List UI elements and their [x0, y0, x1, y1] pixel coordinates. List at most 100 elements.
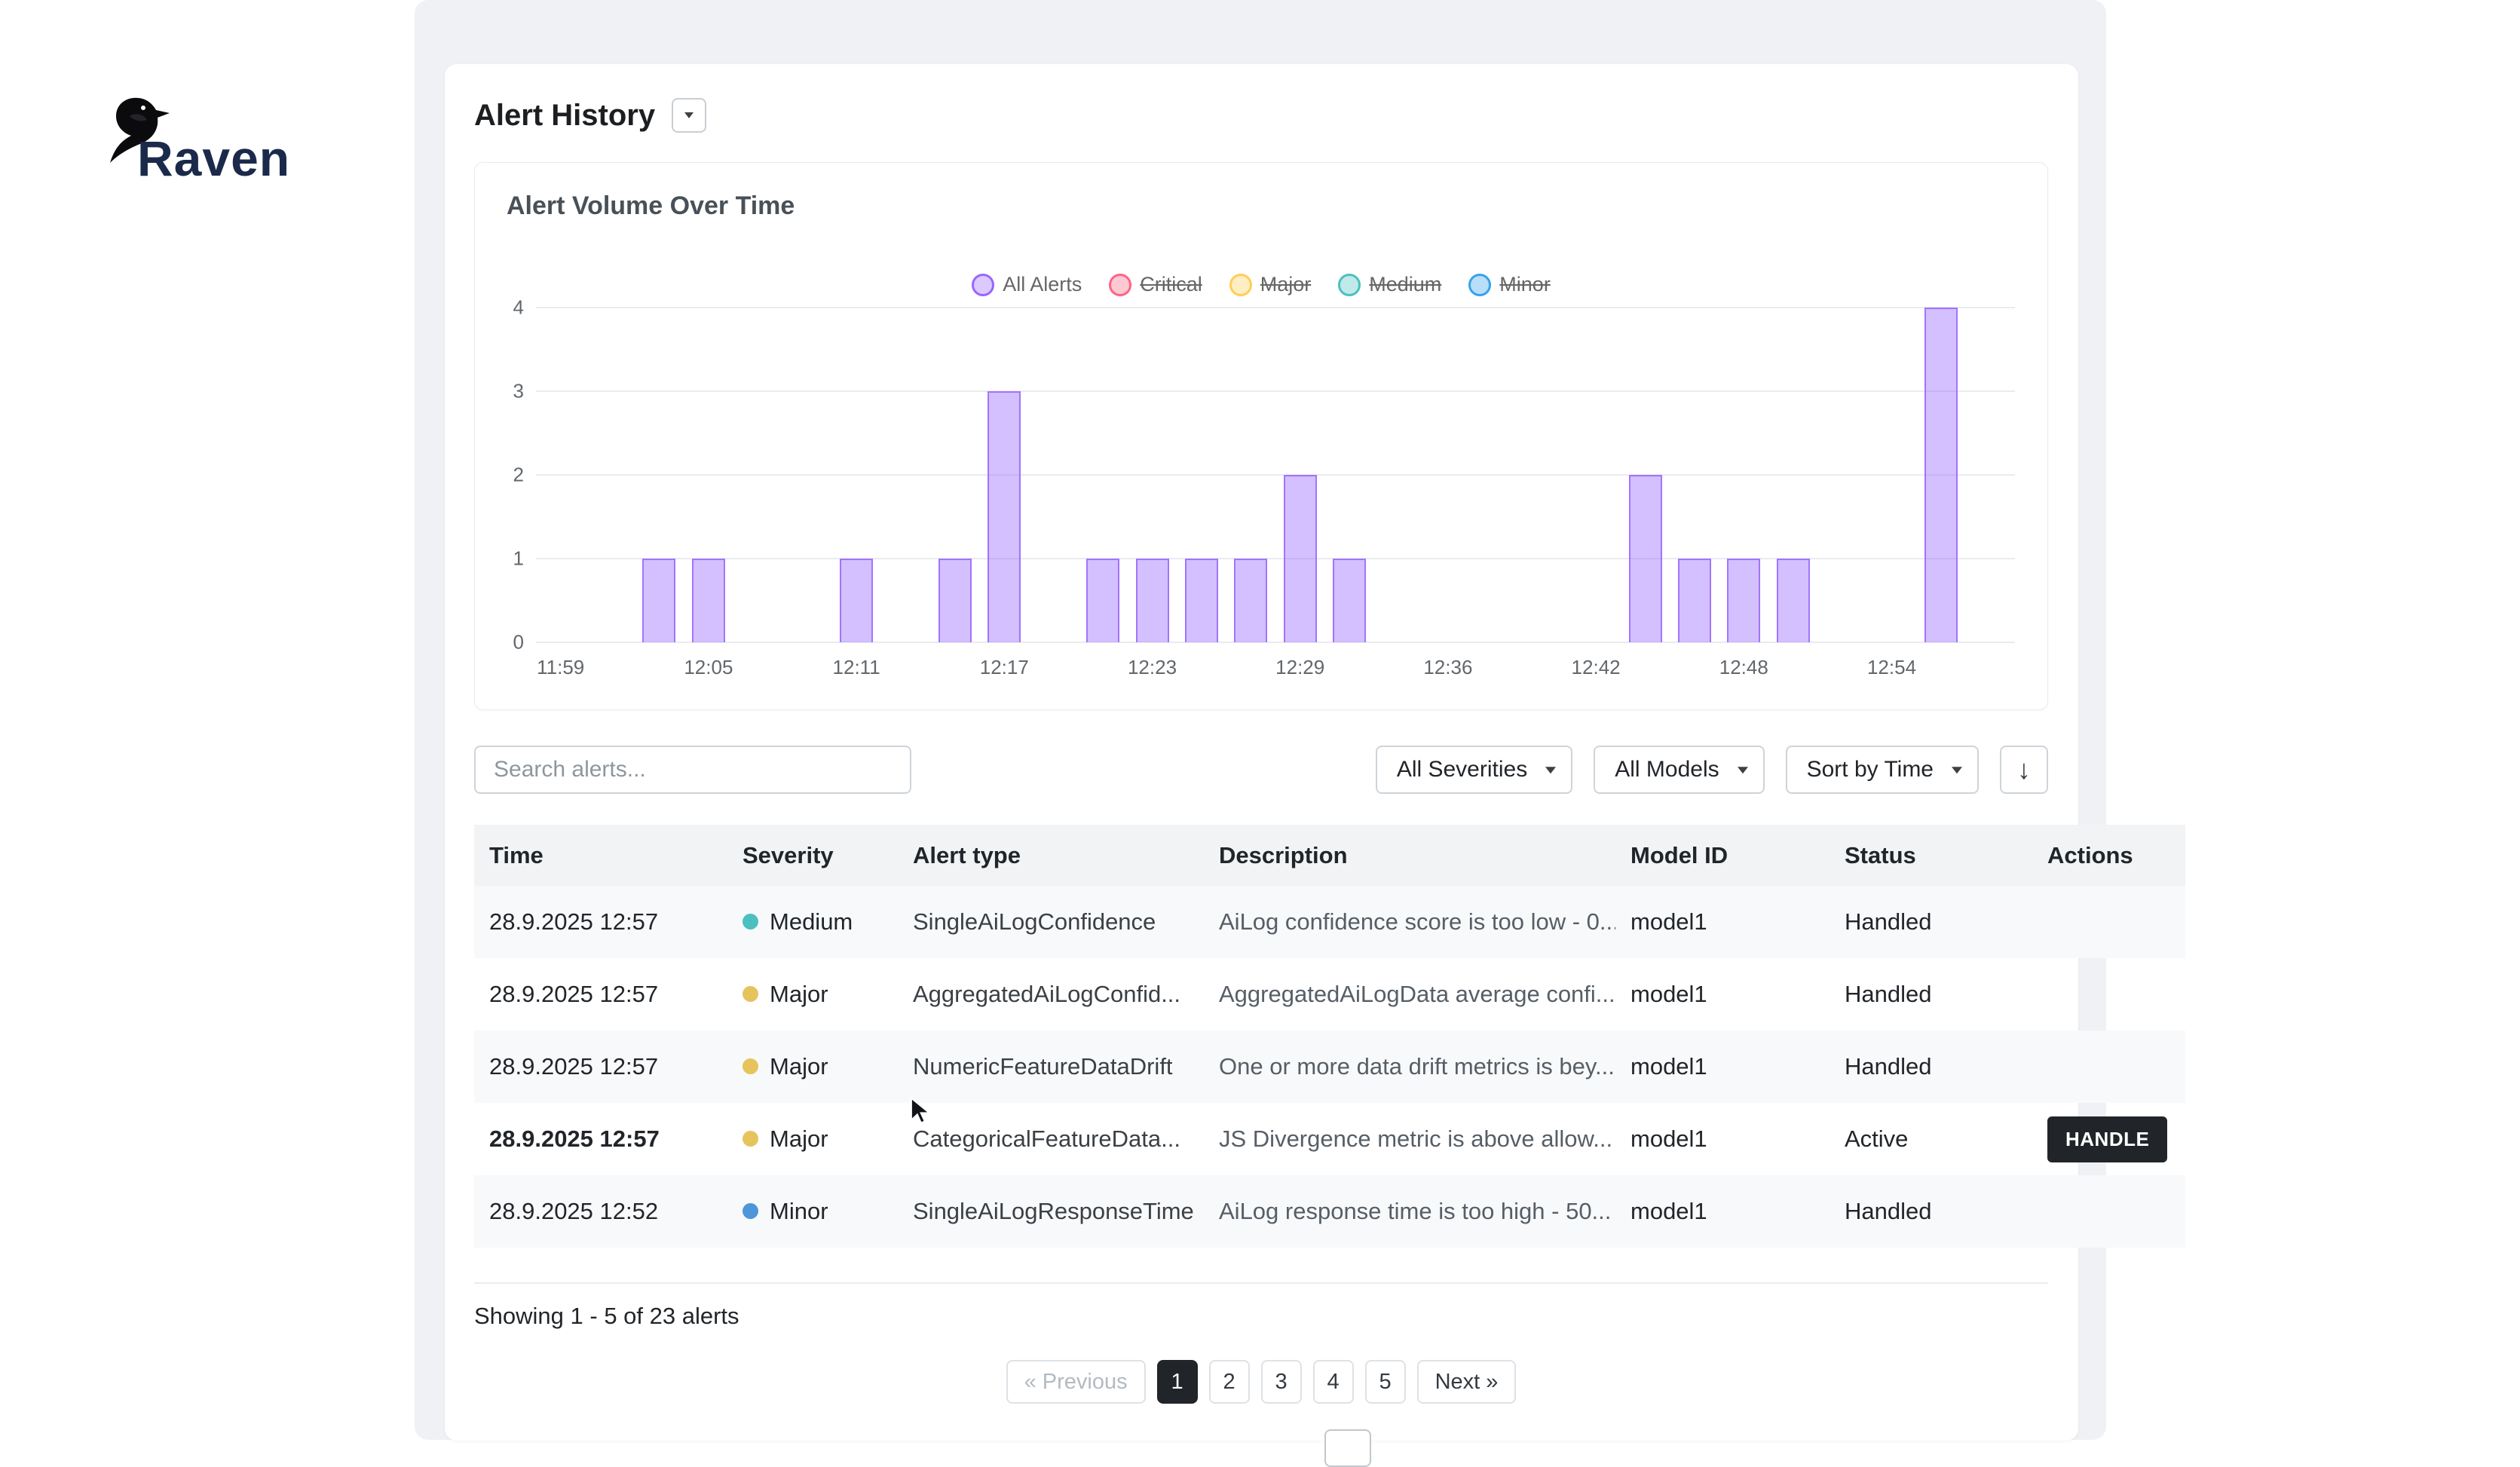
- arrow-down-icon: ↓: [2017, 754, 2031, 785]
- model-filter-select[interactable]: All Models: [1594, 746, 1765, 794]
- search-input[interactable]: [474, 746, 911, 794]
- mouse-cursor: [910, 1095, 932, 1125]
- pagination-page-1[interactable]: 1: [1156, 1360, 1198, 1404]
- severity-label: Medium: [770, 908, 853, 935]
- status-cell: Handled: [1845, 1198, 1932, 1224]
- pagination: « Previous 1 2 3 4 5 Next »: [474, 1360, 2048, 1404]
- bar-12-31: [1333, 559, 1367, 642]
- bar-12-44: [1628, 475, 1662, 642]
- alert-type-cell: SingleAiLogResponseTime: [913, 1198, 1194, 1224]
- table-row: 28.9.2025 12:57 Major NumericFeatureDataDr…: [474, 1031, 2185, 1103]
- x-axis-label: 12:23: [1127, 656, 1177, 678]
- card-header: Alert History: [474, 97, 2048, 133]
- severity-label: Major: [770, 1053, 828, 1080]
- severity-dot: [743, 1058, 758, 1075]
- gridline: [536, 474, 2015, 476]
- bar-12-23: [1135, 559, 1169, 642]
- time-cell: 28.9.2025 12:57: [489, 908, 659, 935]
- model-id-cell: model1: [1630, 1198, 1707, 1224]
- pagination-next-button[interactable]: Next »: [1416, 1360, 1517, 1404]
- gridline: [536, 390, 2015, 392]
- column-header-actions: Actions: [2032, 825, 2185, 886]
- filter-controls: All Severities All Models Sort by Time ↓: [1375, 746, 2048, 794]
- alert-type-cell: AggregatedAiLogConfid...: [913, 981, 1181, 1007]
- x-axis-label: 12:48: [1719, 656, 1768, 678]
- sort-direction-button[interactable]: ↓: [2000, 746, 2048, 794]
- results-summary: Showing 1 - 5 of 23 alerts: [474, 1303, 739, 1329]
- x-axis-label: 12:11: [832, 656, 880, 678]
- legend-item-minor[interactable]: Minor: [1468, 273, 1551, 296]
- footer-divider: [474, 1282, 2048, 1284]
- column-header-alert-type: Alert type: [898, 825, 1204, 886]
- rows-per-page-select[interactable]: [1324, 1429, 1371, 1467]
- y-axis-label: 4: [513, 296, 524, 319]
- severity-label: Major: [770, 981, 828, 1007]
- caret-down-icon: [684, 112, 694, 118]
- logo-text: Raven: [137, 130, 291, 186]
- legend-item-medium[interactable]: Medium: [1338, 273, 1441, 296]
- y-axis-label: 2: [513, 463, 524, 486]
- legend-item-major[interactable]: Major: [1229, 273, 1311, 296]
- bar-12-17: [987, 391, 1021, 642]
- table-row: 28.9.2025 12:57 Major CategoricalFeatureDa…: [474, 1103, 2185, 1175]
- pagination-page-5[interactable]: 5: [1364, 1360, 1406, 1404]
- time-cell: 28.9.2025 12:52: [489, 1198, 659, 1224]
- time-cell: 28.9.2025 12:57: [489, 1053, 659, 1080]
- status-cell: Handled: [1845, 908, 1932, 935]
- description-cell: AiLog confidence score is too low - 0...: [1219, 908, 1615, 935]
- bar-12-25: [1184, 559, 1218, 642]
- severity-dot: [743, 1131, 758, 1147]
- y-axis-label: 3: [513, 379, 524, 403]
- actions-cell: [2032, 886, 2185, 958]
- legend-item-critical[interactable]: Critical: [1109, 273, 1202, 296]
- legend-swatch: [1109, 273, 1132, 296]
- raven-logo[interactable]: Raven: [96, 90, 308, 204]
- pagination-previous-button[interactable]: « Previous: [1006, 1360, 1146, 1404]
- actions-cell: [2032, 958, 2185, 1031]
- sort-by-select[interactable]: Sort by Time: [1785, 746, 1979, 794]
- severity-dot: [743, 1203, 758, 1220]
- handle-button[interactable]: HANDLE: [2047, 1116, 2168, 1162]
- x-axis-label: 12:36: [1423, 656, 1473, 678]
- legend-item-all-alerts[interactable]: All Alerts: [972, 273, 1082, 296]
- table-row: 28.9.2025 12:52 Minor SingleAiLogResponseT…: [474, 1175, 2185, 1248]
- pagination-page-4[interactable]: 4: [1312, 1360, 1354, 1404]
- legend-swatch: [972, 273, 995, 296]
- y-axis-label: 1: [513, 547, 524, 570]
- sort-by-value: Sort by Time: [1806, 757, 1934, 782]
- severity-filter-select[interactable]: All Severities: [1375, 746, 1573, 794]
- model-id-cell: model1: [1630, 1053, 1707, 1080]
- model-id-cell: model1: [1630, 908, 1707, 935]
- table-header-row: Time Severity Alert type Description Model I…: [474, 825, 2185, 886]
- bar-12-29: [1283, 475, 1317, 642]
- table-row: 28.9.2025 12:57 Major AggregatedAiLogConfi…: [474, 958, 2185, 1031]
- raven-bird-icon: [110, 97, 170, 163]
- table-body: 28.9.2025 12:57 Medium SingleAiLogConfiden…: [474, 886, 2185, 1248]
- x-axis-label: 12:54: [1866, 656, 1917, 678]
- pagination-page-2[interactable]: 2: [1208, 1360, 1250, 1404]
- bar-12-56: [1924, 308, 1958, 642]
- pagination-page-3[interactable]: 3: [1260, 1360, 1302, 1404]
- legend-swatch: [1229, 273, 1252, 296]
- severity-dot: [743, 986, 758, 1003]
- description-cell: AiLog response time is too high - 50...: [1219, 1198, 1612, 1224]
- collapse-toggle-button[interactable]: [672, 98, 707, 133]
- description-cell: JS Divergence metric is above allow...: [1219, 1126, 1613, 1152]
- status-cell: Handled: [1845, 981, 1932, 1007]
- model-id-cell: model1: [1630, 981, 1707, 1007]
- alerts-table: Time Severity Alert type Description Model I…: [474, 825, 2185, 1248]
- table-row: 28.9.2025 12:57 Medium SingleAiLogConfiden…: [474, 886, 2185, 958]
- alert-type-cell: SingleAiLogConfidence: [913, 908, 1156, 935]
- actions-cell: [2032, 1175, 2185, 1248]
- status-cell: Handled: [1845, 1053, 1932, 1080]
- chart-bars: [536, 308, 2015, 642]
- bar-12-48: [1727, 559, 1761, 642]
- column-header-status: Status: [1830, 825, 2032, 886]
- severity-filter-value: All Severities: [1396, 757, 1528, 782]
- bar-12-21: [1086, 559, 1120, 642]
- status-cell: Active: [1845, 1126, 1909, 1152]
- column-header-time: Time: [474, 825, 727, 886]
- chart-title: Alert Volume Over Time: [507, 191, 795, 220]
- model-id-cell: model1: [1630, 1126, 1707, 1152]
- actions-cell: HANDLE: [2032, 1103, 2185, 1175]
